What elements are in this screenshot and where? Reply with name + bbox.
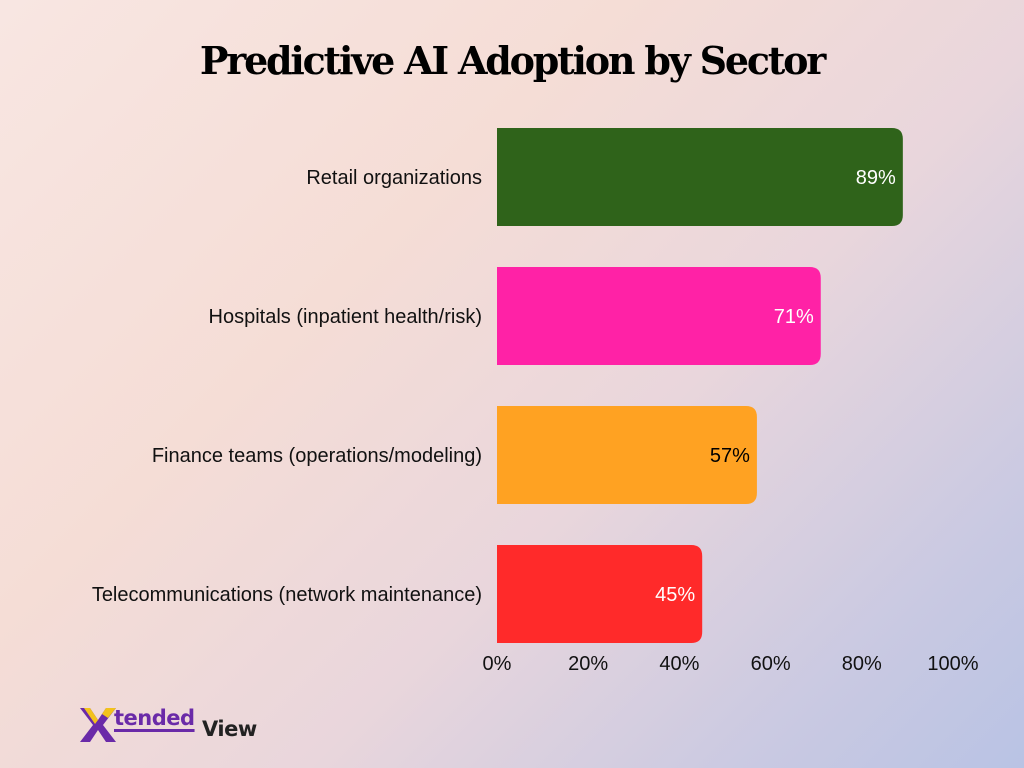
x-tick-label: 80%: [842, 653, 882, 675]
value-label: 57%: [710, 445, 750, 467]
value-label: 89%: [856, 167, 896, 189]
bar-finance-teams-operations-modeling: [497, 406, 757, 504]
bar-telecommunications-network-maintenance: [497, 545, 703, 643]
category-label: Hospitals (inpatient health/risk): [209, 306, 482, 328]
logo-word-view: View: [202, 717, 257, 741]
logo-word-tended: tended: [114, 706, 195, 730]
logo-x-icon: [80, 708, 116, 742]
value-label: 45%: [655, 584, 695, 606]
value-label: 71%: [774, 306, 814, 328]
category-label: Retail organizations: [306, 167, 482, 189]
category-label: Telecommunications (network maintenance): [92, 584, 482, 606]
x-tick-label: 20%: [568, 653, 608, 675]
bar-hospitals-inpatient-health-risk: [497, 267, 821, 365]
bar-retail-organizations: [497, 128, 903, 226]
chart-title: Predictive AI Adoption by Sector: [199, 38, 826, 83]
brand-logo: tended View: [78, 704, 268, 748]
x-tick-label: 100%: [927, 653, 978, 675]
x-tick-label: 40%: [659, 653, 699, 675]
x-tick-label: 0%: [483, 653, 512, 675]
category-label: Finance teams (operations/modeling): [152, 445, 482, 467]
x-tick-label: 60%: [751, 653, 791, 675]
